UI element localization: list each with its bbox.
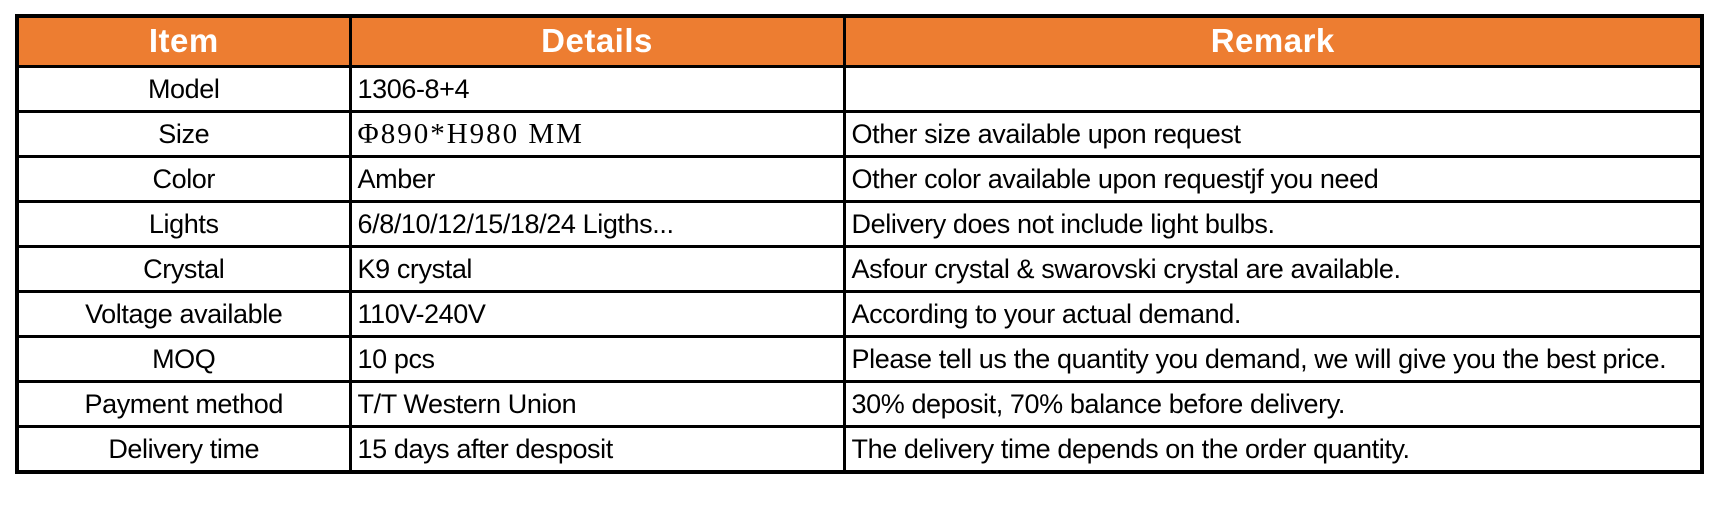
remark-cell: Other color available upon requestjf you…	[842, 154, 1704, 203]
item-cell: Voltage available	[15, 289, 352, 338]
remark-cell: Delivery does not include light bulbs.	[842, 199, 1704, 248]
column-header-details: Details	[348, 14, 846, 68]
table-header-row: Item Details Remark	[15, 14, 1704, 68]
item-cell: Crystal	[15, 244, 352, 293]
remark-cell: Other size available upon request	[842, 109, 1704, 158]
details-cell: K9 crystal	[348, 244, 846, 293]
remark-cell: According to your actual demand.	[842, 289, 1704, 338]
table-row: Size Φ890*H980 MM Other size available u…	[15, 109, 1704, 158]
table-row: Payment method T/T Western Union 30% dep…	[15, 379, 1704, 428]
item-cell: Model	[15, 64, 352, 113]
details-cell: 6/8/10/12/15/18/24 Ligths...	[348, 199, 846, 248]
details-cell: T/T Western Union	[348, 379, 846, 428]
remark-cell: Please tell us the quantity you demand, …	[842, 334, 1704, 383]
remark-cell	[842, 64, 1704, 113]
spec-table-body: Model 1306-8+4 Size Φ890*H980 MM Other s…	[15, 64, 1704, 473]
table-row: Color Amber Other color available upon r…	[15, 154, 1704, 203]
item-cell: Lights	[15, 199, 352, 248]
remark-cell: The delivery time depends on the order q…	[842, 424, 1704, 473]
details-cell: 110V-240V	[348, 289, 846, 338]
remark-cell: Asfour crystal & swarovski crystal are a…	[842, 244, 1704, 293]
table-row: Crystal K9 crystal Asfour crystal & swar…	[15, 244, 1704, 293]
details-cell: 15 days after desposit	[348, 424, 846, 473]
column-header-item: Item	[15, 14, 352, 68]
table-row: MOQ 10 pcs Please tell us the quantity y…	[15, 334, 1704, 383]
item-cell: Size	[15, 109, 352, 158]
column-header-remark: Remark	[842, 14, 1704, 68]
table-row: Lights 6/8/10/12/15/18/24 Ligths... Deli…	[15, 199, 1704, 248]
details-cell: Amber	[348, 154, 846, 203]
product-spec-table: Item Details Remark Model 1306-8+4 Size …	[15, 14, 1704, 474]
item-cell: Payment method	[15, 379, 352, 428]
table-row: Model 1306-8+4	[15, 64, 1704, 113]
table-row: Voltage available 110V-240V According to…	[15, 289, 1704, 338]
remark-cell: 30% deposit, 70% balance before delivery…	[842, 379, 1704, 428]
table-row: Delivery time 15 days after desposit The…	[15, 424, 1704, 473]
details-cell: 10 pcs	[348, 334, 846, 383]
details-cell: 1306-8+4	[348, 64, 846, 113]
details-cell: Φ890*H980 MM	[348, 109, 846, 158]
item-cell: Color	[15, 154, 352, 203]
item-cell: MOQ	[15, 334, 352, 383]
item-cell: Delivery time	[15, 424, 352, 473]
